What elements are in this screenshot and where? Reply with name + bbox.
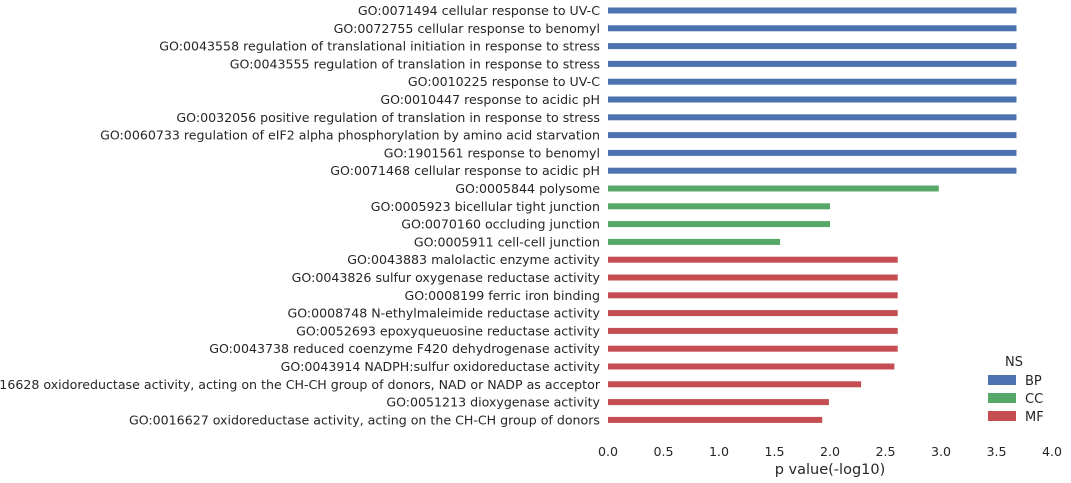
x-tick-label: 1.0 (709, 444, 729, 459)
bar (608, 310, 898, 317)
category-label: GO:0016628 oxidoreductase activity, acti… (0, 377, 601, 392)
legend-items: BP CC MF (988, 374, 1044, 425)
category-label: GO:0016627 oxidoreductase activity, acti… (129, 412, 600, 427)
category-label: GO:0005911 cell-cell junction (414, 234, 600, 249)
category-label: GO:0008199 ferric iron binding (404, 288, 600, 303)
bar (608, 60, 1017, 67)
category-label: GO:0043826 sulfur oxygenase reductase ac… (292, 270, 601, 285)
x-axis-ticks: 0.0 0.5 1.0 1.5 2.0 2.5 3.0 3.5 4.0 (598, 444, 1062, 459)
bar (608, 149, 1017, 156)
x-tick-label: 1.5 (764, 444, 784, 459)
legend-label: MF (1025, 410, 1044, 425)
category-label: GO:0010225 response to UV-C (408, 74, 600, 89)
category-label: GO:0005923 bicellular tight junction (371, 199, 600, 214)
category-label: GO:0052693 epoxyqueuosine reductase acti… (296, 323, 600, 338)
x-tick-label: 0.5 (653, 444, 673, 459)
x-tick-label: 2.0 (820, 444, 840, 459)
category-label: GO:0070160 occluding junction (401, 217, 600, 232)
x-tick-label: 3.5 (986, 444, 1006, 459)
legend-swatch (988, 375, 1016, 385)
bar (608, 256, 898, 263)
category-label: GO:0005844 polysome (455, 181, 600, 196)
bar (608, 167, 1017, 174)
bar (608, 185, 939, 192)
category-label: GO:0010447 response to acidic pH (380, 92, 600, 107)
category-label: GO:0043555 regulation of translation in … (230, 56, 600, 71)
bar (608, 345, 898, 352)
bar (608, 381, 862, 388)
bar (608, 132, 1017, 139)
legend-swatch (988, 411, 1016, 421)
bar (608, 114, 1017, 121)
bar (608, 238, 781, 245)
legend-swatch (988, 393, 1016, 403)
bar (608, 292, 898, 299)
bar (608, 327, 898, 334)
legend: NS BP CC MF (988, 355, 1044, 425)
category-label: GO:0043914 NADPH:sulfur oxidoreductase a… (281, 359, 601, 374)
category-label: GO:0072755 cellular response to benomyl (334, 21, 600, 36)
category-label: GO:1901561 response to benomyl (384, 145, 600, 160)
bar (608, 43, 1017, 50)
legend-label: CC (1025, 392, 1043, 407)
legend-title: NS (1005, 355, 1023, 370)
bar (608, 274, 898, 281)
x-tick-label: 2.5 (875, 444, 895, 459)
bar (608, 363, 895, 370)
bar (608, 416, 823, 423)
x-tick-label: 0.0 (598, 444, 618, 459)
category-label: GO:0043558 regulation of translational i… (159, 39, 600, 54)
category-label: GO:0043883 malolactic enzyme activity (347, 252, 600, 267)
x-tick-label: 4.0 (1042, 444, 1062, 459)
category-label: GO:0071468 cellular response to acidic p… (330, 163, 600, 178)
bar (608, 399, 829, 406)
bar (608, 221, 830, 228)
x-axis-label: p value(-log10) (775, 462, 886, 478)
category-label: GO:0043738 reduced coenzyme F420 dehydro… (209, 341, 600, 356)
bars-layer (608, 7, 1017, 423)
bar (608, 78, 1017, 85)
x-tick-label: 3.0 (931, 444, 951, 459)
bar (608, 96, 1017, 103)
legend-label: BP (1025, 374, 1042, 389)
bar (608, 7, 1017, 14)
bar (608, 203, 830, 210)
category-label: GO:0051213 dioxygenase activity (386, 395, 600, 410)
category-label: GO:0032056 positive regulation of transl… (176, 110, 600, 125)
category-label: GO:0008748 N-ethylmaleimide reductase ac… (287, 306, 600, 321)
category-labels: GO:0071494 cellular response to UV-C GO:0… (0, 3, 601, 427)
category-label: GO:0071494 cellular response to UV-C (358, 3, 600, 18)
category-label: GO:0060733 regulation of eIF2 alpha phos… (100, 128, 600, 143)
bar (608, 25, 1017, 32)
